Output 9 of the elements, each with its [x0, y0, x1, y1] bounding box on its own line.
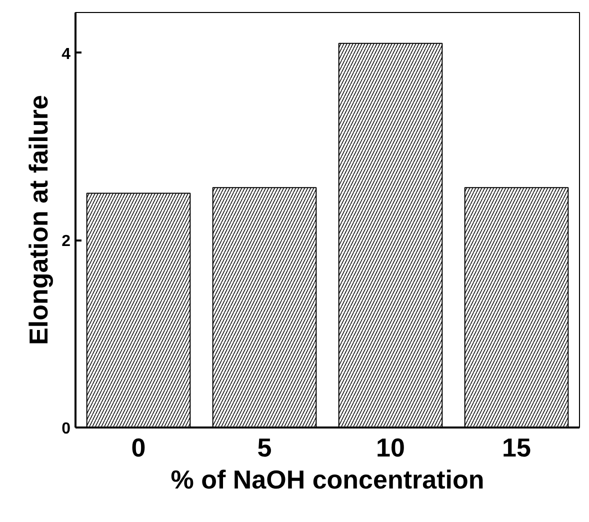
y-axis-title: Elongation at failure [24, 95, 54, 345]
y-tick-label: 2 [62, 233, 71, 250]
x-tick-label: 0 [131, 432, 146, 462]
y-tick-label: 4 [62, 46, 71, 63]
x-tick-label: 10 [376, 432, 405, 462]
x-tick-label: 15 [502, 432, 531, 462]
x-tick-label: 5 [257, 432, 272, 462]
x-axis-title: % of NaOH concentration [170, 464, 484, 494]
y-tick-label: 0 [62, 420, 71, 438]
